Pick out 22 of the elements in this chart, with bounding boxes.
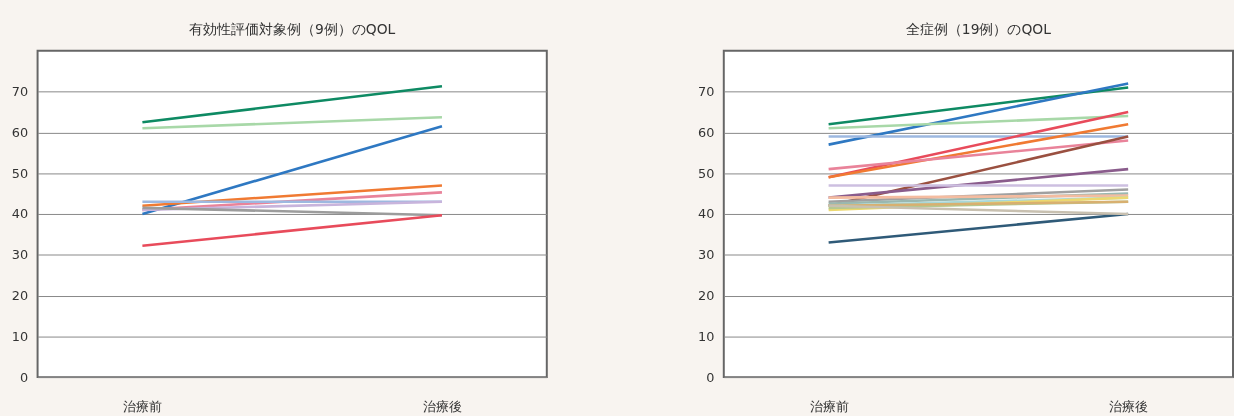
y-tick-label: 70 [11, 84, 29, 100]
y-tick-label: 60 [11, 124, 29, 140]
y-tick-label: 40 [698, 206, 715, 222]
y-tick-label: 10 [11, 328, 29, 344]
x-tick-label: 治療前 [809, 399, 849, 415]
chart-title: 有効性評価対象例（9例）のQOL [189, 21, 396, 38]
y-tick-label: 30 [11, 247, 29, 263]
y-tick-label: 70 [698, 84, 715, 100]
y-tick-label: 60 [698, 124, 715, 140]
y-tick-label: 30 [698, 247, 715, 263]
y-tick-label: 20 [698, 287, 715, 303]
chart-title: 全症例（19例）のQOL [905, 21, 1052, 38]
y-tick-label: 0 [20, 369, 29, 385]
y-tick-label: 0 [706, 369, 715, 385]
y-tick-label: 10 [698, 328, 715, 344]
x-tick-label: 治療前 [123, 399, 163, 415]
x-tick-label: 治療後 [1109, 399, 1149, 415]
y-tick-label: 20 [11, 287, 29, 303]
y-tick-label: 40 [11, 206, 29, 222]
y-tick-label: 50 [698, 165, 715, 181]
x-tick-label: 治療後 [422, 399, 462, 415]
y-tick-label: 50 [11, 165, 29, 181]
